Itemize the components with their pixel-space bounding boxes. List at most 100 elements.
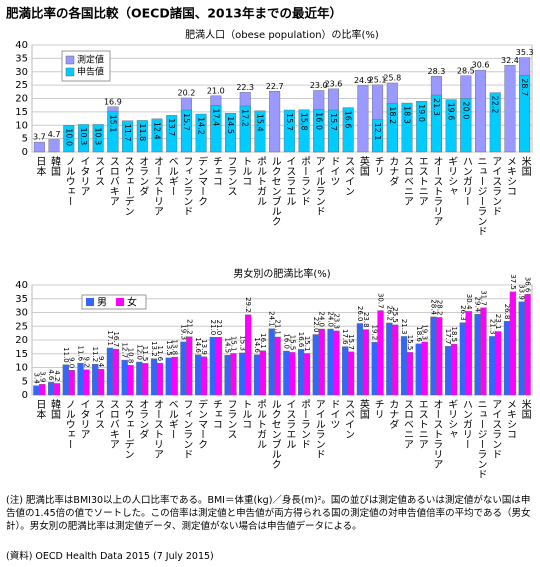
bar [436,317,443,396]
bar [372,119,384,153]
value-label: 37.5 [509,274,517,290]
bar [230,353,237,396]
bar [259,350,267,396]
bar [519,75,531,153]
bar [445,346,452,396]
y-tick-label: 40 [15,280,28,291]
bar [68,370,75,396]
bar [121,359,128,396]
value-label: 15.5 [406,335,414,351]
bar [136,361,143,396]
value-label: 28.7 [520,78,529,96]
bar [274,336,281,396]
x-tick-label: カナダ [387,156,399,186]
value-label: 15.5 [288,335,296,351]
bar [210,105,222,153]
value-label: 23.3 [332,313,340,329]
value-label: 17.2 [241,109,250,127]
bar [386,322,393,396]
bar [239,352,246,396]
bar [166,115,178,153]
value-label: 26.2 [385,305,393,321]
x-tick-label: 日本 [34,399,46,420]
bar [421,341,428,396]
x-tick-label: チリ [372,156,383,176]
x-tick-label: チリ [372,399,383,419]
value-label: 21.0 [209,320,217,336]
x-tick-label: ベルギー [166,156,178,196]
bar [297,349,305,396]
bar [445,99,457,153]
x-tick-label: チェコ [210,156,221,186]
x-tick-label: トルコ [240,399,252,429]
x-tick-label: ルクセンブルク [269,156,281,226]
bar [503,321,511,396]
value-label: 10.0 [64,128,73,146]
value-label: 18.3 [403,106,412,124]
value-label: 11.7 [123,124,132,142]
x-tick-label: エストニア [416,399,428,449]
bar [106,347,114,396]
bar [283,350,290,396]
y-tick-label: 20 [15,335,28,346]
x-tick-label: ポーランド [299,156,311,206]
bar [47,382,55,396]
bar [327,109,339,153]
value-label: 25.5 [391,307,399,323]
bar [215,337,222,396]
value-label: 36.6 [524,277,532,293]
y-tick-label: 25 [15,80,28,91]
bar [156,362,164,396]
value-label: 21.1 [274,319,282,335]
x-tick-label: ドイツ [328,156,340,186]
value-label: 16.7 [112,331,120,347]
bar [39,384,46,396]
value-label: 23.6 [325,79,343,88]
value-label: 11.6 [77,346,85,362]
value-label: 30.7 [377,293,385,309]
bar [401,102,413,153]
value-label: 11.6 [156,346,164,362]
value-label: 30.4 [465,294,473,310]
value-label: 18.2 [388,106,397,124]
value-label: 16.1 [259,333,267,349]
bar [342,346,349,396]
bar [518,301,525,396]
value-label: 10.8 [127,348,135,364]
value-label: 14.2 [197,117,206,135]
bar [48,139,60,153]
value-label: 18.6 [415,326,423,342]
y-tick-label: 40 [15,40,28,51]
x-tick-label: スロバキア [107,156,119,206]
bar [415,343,422,396]
value-label: 24.0 [327,311,335,327]
bar [245,314,252,396]
value-label: 19.2 [371,325,379,341]
bar [97,368,105,396]
bar [504,65,516,153]
bar [239,105,251,153]
x-tick-label: カナダ [387,399,399,429]
note: (注) 肥満比率はBMI30以上の人口比率である。BMI＝体重(kg)／身長(m… [6,495,531,532]
value-label: 16.0 [314,112,323,130]
value-label: 13.7 [167,118,176,136]
value-label: 14.6 [194,337,202,353]
value-label: 15.8 [300,113,309,131]
value-label: 13.5 [165,340,173,356]
bar [460,98,472,153]
value-label: 11.8 [138,123,147,141]
bar [430,316,437,396]
value-label: 15.1 [303,336,311,352]
value-label: 19.3 [179,324,187,340]
bar [474,313,481,396]
x-tick-label: アイルランド [313,399,325,459]
bar [150,358,158,396]
bar [63,125,75,153]
bar [283,109,295,153]
x-tick-label: デンマーク [196,155,208,206]
bar [77,362,84,396]
value-label: 14.6 [253,337,261,353]
value-label: 11.0 [62,347,70,363]
x-tick-label: ギリシャ [446,156,457,196]
